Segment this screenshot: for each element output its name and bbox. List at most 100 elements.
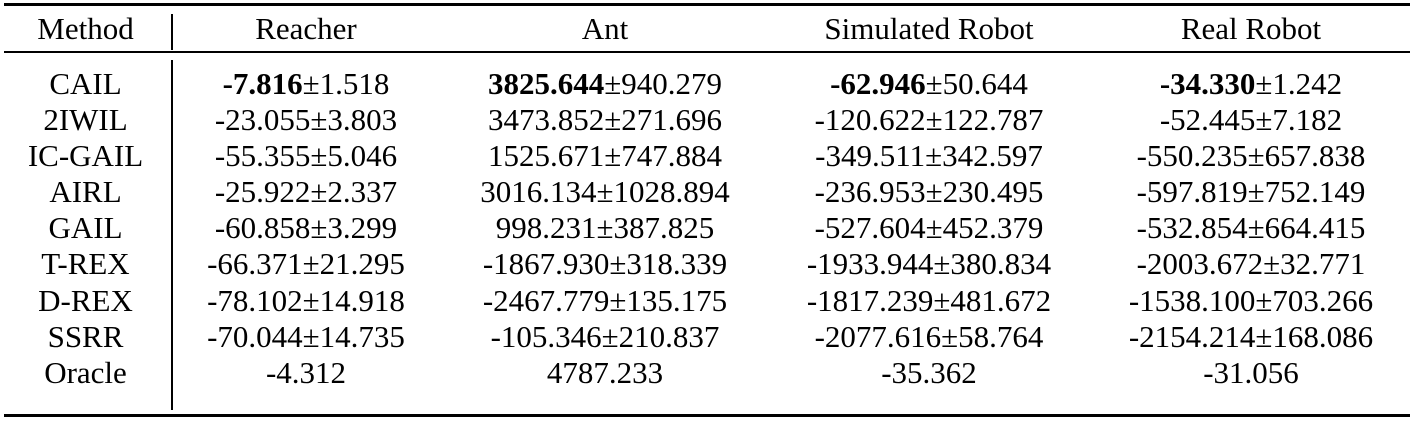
score-std: ±3.299 <box>310 210 398 245</box>
score-std: ±1.518 <box>302 66 390 101</box>
score-std: ±657.838 <box>1247 138 1366 173</box>
score-cell: -23.055±3.803 <box>172 102 440 138</box>
score-std: ±3.803 <box>310 102 398 137</box>
score-mean: -105.346 <box>490 319 602 354</box>
score-cell: -70.044±14.735 <box>172 319 440 355</box>
score-std: ±2.337 <box>310 174 398 209</box>
score-cell: -35.362 <box>770 355 1088 391</box>
table-row: D-REX -78.102±14.918 -2467.779±135.175 -181… <box>0 283 1415 319</box>
score-std: ±58.764 <box>941 319 1044 354</box>
method-cell: CAIL <box>49 66 122 101</box>
method-cell: GAIL <box>48 210 123 245</box>
header-method: Method <box>37 11 134 46</box>
score-mean: 3825.644 <box>487 66 605 101</box>
score-cell: -66.371±21.295 <box>172 246 440 282</box>
method-cell: D-REX <box>38 283 133 318</box>
method-cell: SSRR <box>47 319 124 354</box>
score-cell: -78.102±14.918 <box>172 283 440 319</box>
score-cell: 3825.644±940.279 <box>440 66 770 102</box>
score-std: ±168.086 <box>1255 319 1374 354</box>
score-cell: -349.511±342.597 <box>770 138 1088 174</box>
score-mean: -25.922 <box>214 174 311 209</box>
method-cell: Oracle <box>44 355 127 390</box>
score-mean: 998.231 <box>495 210 597 245</box>
score-std: ±747.884 <box>604 138 722 173</box>
score-cell: -527.604±452.379 <box>770 210 1088 246</box>
score-std: ±21.295 <box>302 246 405 281</box>
score-std: ±32.771 <box>1263 246 1366 281</box>
method-cell: AIRL <box>49 174 122 209</box>
score-std: ±664.415 <box>1247 210 1366 245</box>
table-row: AIRL -25.922±2.337 3016.134±1028.894 -236.9… <box>0 174 1415 210</box>
score-std: ±387.825 <box>596 210 715 245</box>
method-cell: IC-GAIL <box>27 138 144 173</box>
table-row: Oracle -4.312 4787.233 -35.362 -31.056 <box>0 355 1415 391</box>
score-cell: -2467.779±135.175 <box>440 283 770 319</box>
score-cell: -1538.100±703.266 <box>1088 283 1414 319</box>
score-cell: 4787.233 <box>440 355 770 391</box>
score-cell: -2154.214±168.086 <box>1088 319 1414 355</box>
score-cell: 3016.134±1028.894 <box>440 174 770 210</box>
score-cell: -120.622±122.787 <box>770 102 1088 138</box>
score-cell: -7.816±1.518 <box>172 66 440 102</box>
score-std: ±452.379 <box>925 210 1044 245</box>
score-mean: -34.330 <box>1159 66 1256 101</box>
score-mean: 3473.852 <box>487 102 605 137</box>
score-std: ±122.787 <box>925 102 1044 137</box>
score-cell: -597.819±752.149 <box>1088 174 1414 210</box>
score-mean: -597.819 <box>1136 174 1248 209</box>
score-mean: -2003.672 <box>1136 246 1264 281</box>
score-std: ±271.696 <box>604 102 722 137</box>
score-std: ±380.834 <box>933 246 1052 281</box>
score-std: ±752.149 <box>1247 174 1366 209</box>
score-cell: -60.858±3.299 <box>172 210 440 246</box>
score-mean: -78.102 <box>207 283 303 318</box>
score-mean: 1525.671 <box>487 138 605 173</box>
score-cell: 1525.671±747.884 <box>440 138 770 174</box>
score-mean: -55.355 <box>214 138 311 173</box>
score-mean: -1867.930 <box>482 246 610 281</box>
score-std: ±7.182 <box>1255 102 1343 137</box>
score-mean: -62.946 <box>830 66 926 101</box>
table-row: T-REX -66.371±21.295 -1867.930±318.339 -193… <box>0 246 1415 282</box>
score-std: ±14.735 <box>302 319 405 354</box>
header-ant: Ant <box>581 11 629 46</box>
score-mean: -532.854 <box>1136 210 1248 245</box>
score-std: ±1028.894 <box>596 174 730 209</box>
score-cell: -1933.944±380.834 <box>770 246 1088 282</box>
score-cell: -1817.239±481.672 <box>770 283 1088 319</box>
score-std: ±210.837 <box>601 319 720 354</box>
score-mean: -349.511 <box>815 138 926 173</box>
table-row: SSRR -70.044±14.735 -105.346±210.837 -2077.… <box>0 319 1415 355</box>
score-mean: -1933.944 <box>806 246 934 281</box>
score-std: ±940.279 <box>604 66 722 101</box>
body-divider <box>171 60 173 410</box>
score-mean: -4.312 <box>265 355 347 390</box>
score-mean: -236.953 <box>814 174 926 209</box>
score-std: ±230.495 <box>925 174 1044 209</box>
score-cell: -4.312 <box>172 355 440 391</box>
score-mean: -550.235 <box>1136 138 1248 173</box>
score-cell: 3473.852±271.696 <box>440 102 770 138</box>
score-mean: -31.056 <box>1203 355 1299 390</box>
score-mean: -60.858 <box>214 210 311 245</box>
score-cell: -34.330±1.242 <box>1088 66 1414 102</box>
score-mean: 4787.233 <box>546 355 664 390</box>
score-cell: -55.355±5.046 <box>172 138 440 174</box>
table-row: 2IWIL -23.055±3.803 3473.852±271.696 -120.6… <box>0 102 1415 138</box>
score-cell: -62.946±50.644 <box>770 66 1088 102</box>
score-cell: -31.056 <box>1088 355 1414 391</box>
header-reacher: Reacher <box>255 11 357 46</box>
score-cell: -532.854±664.415 <box>1088 210 1414 246</box>
score-std: ±135.175 <box>609 283 728 318</box>
score-cell: -236.953±230.495 <box>770 174 1088 210</box>
score-mean: -2077.616 <box>814 319 942 354</box>
score-std: ±1.242 <box>1255 66 1343 101</box>
header-row: Method Reacher Ant Simulated Robot Real … <box>0 11 1415 47</box>
score-mean: -52.445 <box>1159 102 1256 137</box>
score-mean: -1817.239 <box>806 283 934 318</box>
score-cell: -25.922±2.337 <box>172 174 440 210</box>
score-std: ±318.339 <box>609 246 728 281</box>
table-row: CAIL -7.816±1.518 3825.644±940.279 -62.946±… <box>0 66 1415 102</box>
